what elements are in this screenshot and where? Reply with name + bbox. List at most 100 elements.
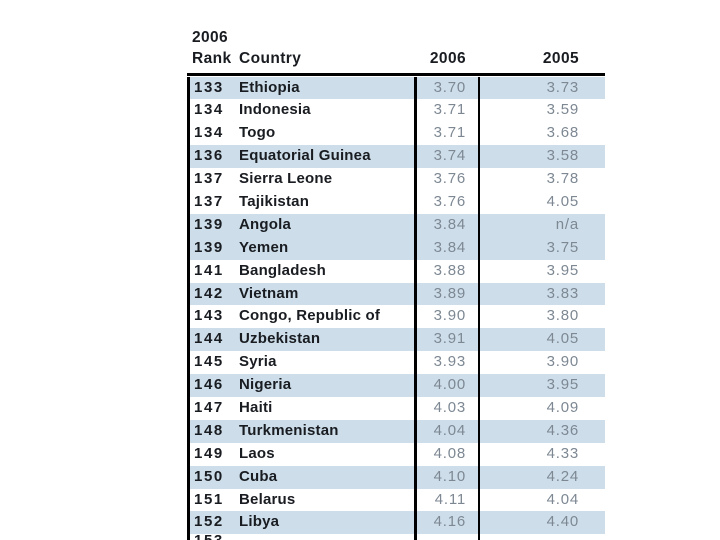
score-2006-cell: 4.03 <box>433 398 466 416</box>
score-2006-cell: 3.84 <box>433 215 466 233</box>
score-2006-cell: 4.08 <box>433 444 466 462</box>
country-cell: Togo <box>239 124 276 142</box>
score-2005-cell: 4.36 <box>546 421 579 439</box>
table-row: 145 Syria 3.93 3.90 <box>187 351 605 374</box>
table-row-partial: 153 <box>187 532 605 540</box>
rank-cell: 139 <box>194 215 224 233</box>
column-divider-2006 <box>414 76 417 540</box>
score-2005-cell: 3.80 <box>546 307 579 325</box>
table-row: 139 Angola 3.84 n/a <box>187 213 605 237</box>
country-cell: Equatorial Guinea <box>239 147 371 165</box>
rank-cell: 136 <box>194 147 224 165</box>
table-row: 143 Congo, Republic of 3.90 3.80 <box>187 305 605 328</box>
table-row: 147 Haiti 4.03 4.09 <box>187 397 605 420</box>
score-2005-cell: 4.05 <box>546 330 579 348</box>
country-cell: Indonesia <box>239 101 311 119</box>
table-row: 134 Indonesia 3.71 3.59 <box>187 99 605 122</box>
table-row: 151 Belarus 4.11 4.04 <box>187 489 605 512</box>
country-cell: Belarus <box>239 490 296 508</box>
score-2006-cell: 4.04 <box>433 421 466 439</box>
score-2006-cell: 4.11 <box>434 490 466 508</box>
header-country: Country <box>239 50 302 67</box>
score-2006-cell: 3.76 <box>433 192 466 210</box>
rank-cell: 147 <box>194 398 224 416</box>
score-2005-cell: 3.95 <box>546 376 579 394</box>
score-2006-cell: 3.76 <box>433 170 466 188</box>
rank-cell: 146 <box>194 376 224 394</box>
rank-cell: 137 <box>194 170 224 188</box>
score-2006-cell: 3.90 <box>433 307 466 325</box>
score-2005-cell: 3.78 <box>546 170 579 188</box>
header-rank-year-label: 2006 <box>192 29 229 46</box>
score-2006-cell: 4.16 <box>433 513 466 531</box>
table-row: 144 Uzbekistan 3.91 4.05 <box>187 328 605 352</box>
score-2005-cell: 4.24 <box>546 467 579 485</box>
score-2005-cell: 3.95 <box>546 261 579 279</box>
country-cell: Ethiopia <box>239 78 300 96</box>
country-cell: Yemen <box>239 238 289 256</box>
country-rankings-table: 2006 Rank Country 2006 2005 133 Ethiopia 3… <box>187 28 605 540</box>
table-row: 149 Laos 4.08 4.33 <box>187 443 605 466</box>
table-row: 139 Yemen 3.84 3.75 <box>187 236 605 260</box>
country-cell: Sierra Leone <box>239 170 333 188</box>
rank-cell: 152 <box>194 513 224 531</box>
country-cell: Uzbekistan <box>239 330 321 348</box>
table-row: 146 Nigeria 4.00 3.95 <box>187 374 605 397</box>
rank-cell: 137 <box>194 192 224 210</box>
country-cell: Libya <box>239 513 280 531</box>
rank-cell: 143 <box>194 307 224 325</box>
score-2005-cell: n/a <box>555 215 579 233</box>
country-cell: Angola <box>239 215 292 233</box>
table-row: 152 Libya 4.16 4.40 <box>187 511 605 535</box>
score-2006-cell: 3.84 <box>433 238 466 256</box>
rank-cell: 141 <box>194 261 224 279</box>
rank-cell: 150 <box>194 467 224 485</box>
table-row: 148 Turkmenistan 4.04 4.36 <box>187 419 605 443</box>
country-cell: Turkmenistan <box>239 421 339 439</box>
score-2005-cell: 4.09 <box>546 398 579 416</box>
score-2006-cell: 3.74 <box>433 147 466 165</box>
rank-cell: 134 <box>194 124 224 142</box>
rank-cell: 145 <box>194 353 224 371</box>
score-2005-cell: 3.58 <box>546 147 579 165</box>
score-2006-cell: 3.91 <box>433 330 466 348</box>
country-cell: Cuba <box>239 467 278 485</box>
table-row: 141 Bangladesh 3.88 3.95 <box>187 260 605 283</box>
column-divider-2005 <box>477 76 480 540</box>
score-2006-cell: 3.88 <box>433 261 466 279</box>
table-row: 137 Sierra Leone 3.76 3.78 <box>187 168 605 191</box>
score-2005-cell: 4.05 <box>546 192 579 210</box>
table-row: 150 Cuba 4.10 4.24 <box>187 465 605 489</box>
score-2005-cell: 3.68 <box>546 124 579 142</box>
country-cell: Congo, Republic of <box>239 307 381 325</box>
country-cell: Bangladesh <box>239 261 327 279</box>
rank-cell: 149 <box>194 444 224 462</box>
score-2006-cell: 3.89 <box>433 284 466 302</box>
score-2006-cell: 4.10 <box>433 467 466 485</box>
country-cell: Tajikistan <box>239 192 310 210</box>
rank-cell: 153 <box>194 530 224 540</box>
country-cell: Vietnam <box>239 284 299 302</box>
country-cell: Haiti <box>239 398 273 416</box>
score-2005-cell: 3.83 <box>546 284 579 302</box>
table-body: 133 Ethiopia 3.70 3.73 134 Indonesia 3.71 3.59 1… <box>187 76 605 540</box>
country-cell: Nigeria <box>239 376 292 394</box>
score-2005-cell: 3.75 <box>546 238 579 256</box>
country-cell: Syria <box>239 353 277 371</box>
rank-cell: 139 <box>194 238 224 256</box>
score-2005-cell: 4.40 <box>546 513 579 531</box>
table-row: 136 Equatorial Guinea 3.74 3.58 <box>187 145 605 169</box>
score-2006-cell: 4.00 <box>433 376 466 394</box>
table-left-rule <box>187 76 190 540</box>
rank-cell: 142 <box>194 284 224 302</box>
header-2006: 2006 <box>429 50 466 67</box>
rank-cell: 133 <box>194 78 224 96</box>
score-2005-cell: 4.33 <box>546 444 579 462</box>
table-row: 142 Vietnam 3.89 3.83 <box>187 282 605 306</box>
rank-cell: 151 <box>194 490 224 508</box>
table-row: 134 Togo 3.71 3.68 <box>187 122 605 145</box>
table-row: 137 Tajikistan 3.76 4.05 <box>187 191 605 214</box>
score-2005-cell: 3.73 <box>546 78 579 96</box>
score-2006-cell: 3.93 <box>433 353 466 371</box>
